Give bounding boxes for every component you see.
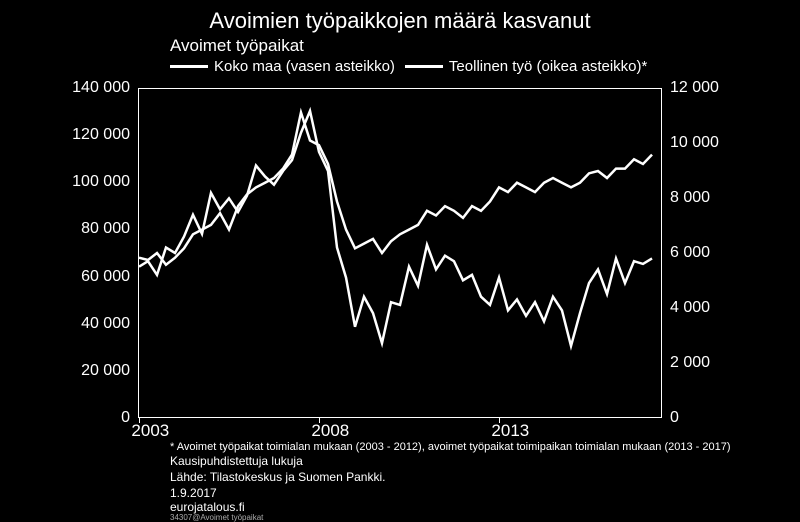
series-teollinen-tyo	[139, 111, 652, 346]
x-tick	[499, 417, 500, 423]
chart-subtitle: Avoimet työpaikat	[170, 36, 304, 56]
y-left-label: 140 000	[60, 79, 130, 97]
legend: Koko maa (vasen asteikko) Teollinen työ …	[170, 58, 647, 75]
note-seasonal: Kausipuhdistettuja lukuja	[170, 454, 303, 470]
y-left-label: 20 000	[60, 362, 130, 380]
y-right-label: 12 000	[670, 79, 740, 97]
x-tick	[319, 417, 320, 423]
plot-frame: 200320082013	[138, 88, 662, 418]
plot-area: 200320082013 020 00040 00060 00080 00010…	[60, 88, 740, 418]
x-tick	[139, 417, 140, 423]
chart-title: Avoimien työpaikkojen määrä kasvanut	[209, 8, 590, 34]
y-left-label: 0	[60, 409, 130, 427]
footnote: * Avoimet työpaikat toimialan mukaan (20…	[170, 440, 731, 454]
x-label: 2003	[131, 421, 169, 441]
legend-label-right: Teollinen työ (oikea asteikko)*	[449, 58, 647, 75]
series-koko-maa	[139, 112, 652, 264]
y-left-label: 120 000	[60, 126, 130, 144]
legend-item-left: Koko maa (vasen asteikko)	[170, 58, 395, 75]
chart-root: { "title": "Avoimien työpaikkojen määrä …	[0, 0, 800, 522]
legend-label-left: Koko maa (vasen asteikko)	[214, 58, 395, 75]
small-id: 34307@Avoimet työpaikat	[170, 513, 263, 522]
y-left-label: 100 000	[60, 173, 130, 191]
y-right-label: 10 000	[670, 134, 740, 152]
y-right-label: 4 000	[670, 299, 740, 317]
x-label: 2013	[491, 421, 529, 441]
legend-item-right: Teollinen työ (oikea asteikko)*	[405, 58, 647, 75]
y-left-label: 40 000	[60, 315, 130, 333]
y-right-label: 8 000	[670, 189, 740, 207]
chart-svg	[139, 89, 661, 417]
y-left-label: 80 000	[60, 220, 130, 238]
y-right-label: 0	[670, 409, 740, 427]
source-line: Lähde: Tilastokeskus ja Suomen Pankki.	[170, 470, 385, 486]
x-label: 2008	[311, 421, 349, 441]
y-left-label: 60 000	[60, 268, 130, 286]
y-right-label: 6 000	[670, 244, 740, 262]
legend-swatch	[170, 65, 208, 68]
y-right-label: 2 000	[670, 354, 740, 372]
legend-swatch	[405, 65, 443, 68]
